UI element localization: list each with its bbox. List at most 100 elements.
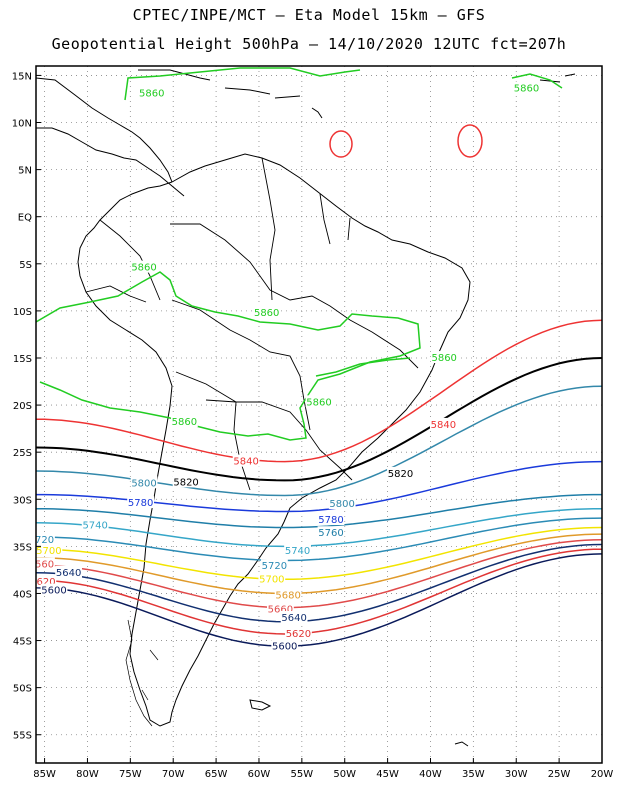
contour-5660 xyxy=(36,539,602,609)
contour-label-bg xyxy=(130,476,158,489)
lon-tick-label: 60W xyxy=(248,769,271,780)
graticule xyxy=(36,66,603,763)
contour-label-5780: 5780 xyxy=(128,498,153,509)
contour-label-5860: 5860 xyxy=(172,417,197,428)
contour-label-5740: 5740 xyxy=(82,521,107,532)
lon-tick-label: 25W xyxy=(548,769,571,780)
contour-label-5800: 5800 xyxy=(329,499,354,510)
contour-label-5860: 5860 xyxy=(139,88,164,99)
axis-labels: 15N 10N 5N EQ 5S 10S 15S 20S 25S 30S 35S 40S 45S 50S 5… xyxy=(12,71,614,780)
lon-tick-label: 50W xyxy=(333,769,356,780)
contour-label-5700: 5700 xyxy=(36,546,61,557)
lon-tick-label: 40W xyxy=(419,769,442,780)
lat-tick-label: EQ xyxy=(18,213,32,224)
lon-tick-label: 65W xyxy=(205,769,228,780)
contour-label-bg xyxy=(285,627,312,640)
contour-label-bg xyxy=(429,417,457,430)
contour-label-bg xyxy=(513,81,540,94)
lat-tick-label: 45S xyxy=(13,637,32,648)
contour-label-bg xyxy=(170,415,198,428)
contour-label-5640: 5640 xyxy=(56,568,81,579)
contour-label-5600: 5600 xyxy=(41,586,66,597)
contour-5840 xyxy=(36,319,602,463)
south-america-coast xyxy=(77,153,471,727)
contour-label-5800: 5800 xyxy=(131,478,156,489)
contour-label-bg xyxy=(280,611,308,624)
contour-label-bg xyxy=(55,565,82,578)
contour-5640 xyxy=(36,543,602,623)
contour-label-5820: 5820 xyxy=(388,469,413,480)
contour-label-5860: 5860 xyxy=(431,353,456,364)
contour-5860-high-east xyxy=(457,124,483,158)
contour-label-bg xyxy=(130,260,158,273)
lat-tick-label: 20S xyxy=(13,401,32,412)
lon-tick-label: 85W xyxy=(33,769,56,780)
contour-label-bg xyxy=(261,559,288,572)
contour-label-bg xyxy=(172,475,200,488)
contour-label-bg xyxy=(271,639,299,652)
contour-label-5600: 5600 xyxy=(272,641,297,652)
contour-label-bg xyxy=(40,583,68,596)
contour-label-5660: 5660 xyxy=(268,605,293,616)
lat-tick-label: 40S xyxy=(13,589,32,600)
contour-label-5760: 5760 xyxy=(318,528,343,539)
lat-tick-label: 10N xyxy=(12,119,32,130)
contour-5780 xyxy=(36,460,602,513)
contour-label-5860: 5860 xyxy=(131,263,156,274)
contour-label-5740: 5740 xyxy=(285,546,310,557)
contour-label-bg xyxy=(328,497,356,510)
lat-tick-label: 35S xyxy=(13,542,32,553)
map-title-line1: CPTEC/INPE/MCT – Eta Model 15km – GFS xyxy=(132,6,486,24)
contour-label-bg xyxy=(36,532,55,545)
lon-tick-label: 80W xyxy=(76,769,99,780)
contour-5740 xyxy=(36,507,602,548)
contour-label-5720: 5720 xyxy=(262,561,287,572)
contour-label-bg xyxy=(317,513,345,526)
contour-label-bg xyxy=(253,305,281,318)
contour-label-bg xyxy=(232,454,260,467)
lat-tick-label: 15N xyxy=(12,71,32,82)
lat-tick-label: 50S xyxy=(13,684,32,695)
contour-label-bg xyxy=(258,572,286,585)
contour-label-5780: 5780 xyxy=(318,515,343,526)
contour-5720 xyxy=(36,517,602,562)
contour-label-5660: 560 xyxy=(35,559,54,570)
contour-label-bg xyxy=(284,544,311,557)
contour-label-5700: 5700 xyxy=(259,574,284,585)
chile-islands xyxy=(125,619,159,727)
contour-label-5860: 5860 xyxy=(306,397,331,408)
plot-frame xyxy=(35,65,603,764)
contour-labels: 5860 5860 5860 5860 5860 5860 5860 5840 5840 5820… xyxy=(35,81,540,652)
contour-5620 xyxy=(36,548,602,635)
contour-label-bg xyxy=(305,395,333,408)
contour-label-bg xyxy=(36,557,55,570)
lat-tick-label: 30S xyxy=(13,495,32,506)
contour-label-bg xyxy=(274,588,302,601)
contour-label-bg xyxy=(127,496,155,509)
contour-label-5860: 5860 xyxy=(514,84,539,95)
contour-label-bg xyxy=(430,351,458,364)
contour-5800 xyxy=(36,385,602,497)
central-america-coast xyxy=(36,77,185,197)
lat-tick-label: 5S xyxy=(19,260,32,271)
contour-label-5840: 5840 xyxy=(233,457,258,468)
contour-label-5640: 5640 xyxy=(281,613,306,624)
contour-5860-coast xyxy=(315,357,411,377)
caribbean-islands xyxy=(138,69,576,119)
lon-tick-label: 75W xyxy=(119,769,142,780)
lat-tick-label: 15S xyxy=(13,354,32,365)
lon-tick-label: 45W xyxy=(376,769,399,780)
country-borders xyxy=(85,157,419,491)
contour-label-5860: 5860 xyxy=(254,308,279,319)
contour-label-5840: 5840 xyxy=(431,420,456,431)
contour-label-bg xyxy=(36,544,63,557)
contour-5600 xyxy=(36,553,602,647)
south-georgia xyxy=(454,741,469,747)
lat-tick-label: 55S xyxy=(13,731,32,742)
contour-5700 xyxy=(36,526,602,581)
contour-label-bg xyxy=(387,466,414,479)
lon-tick-label: 70W xyxy=(162,769,185,780)
contour-label-5720: 720 xyxy=(35,535,54,546)
lat-tick-label: 25S xyxy=(13,448,32,459)
